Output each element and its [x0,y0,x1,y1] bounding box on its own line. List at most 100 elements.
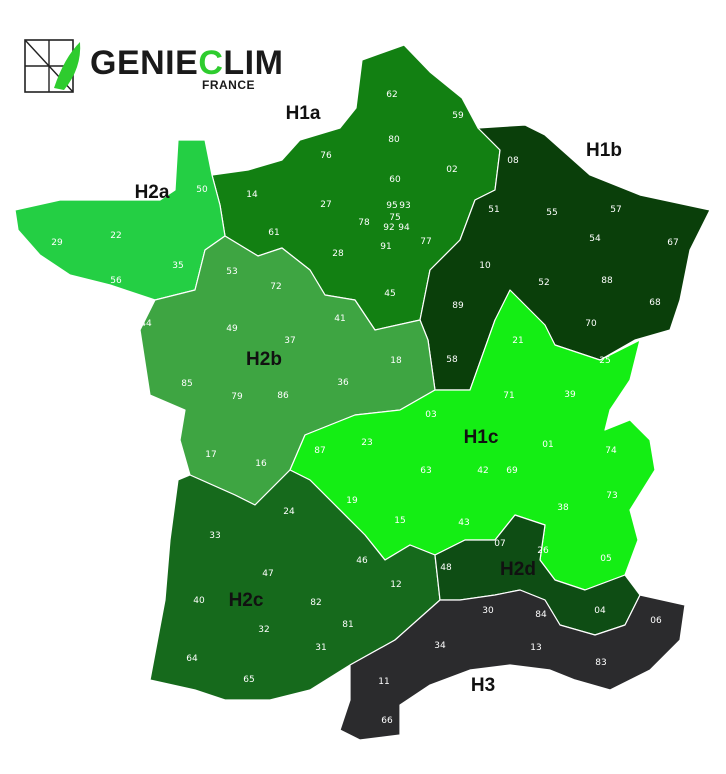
zone-h2c-region [149,469,441,701]
department-label-70: 70 [585,319,597,329]
department-label-68: 68 [649,298,661,308]
department-label-78: 78 [358,218,370,228]
department-label-93: 93 [399,201,410,211]
brand-country: FRANCE [202,78,255,92]
department-label-03: 03 [425,410,436,420]
zone-label-h2b: H2b [246,349,282,370]
department-label-45: 45 [384,289,395,299]
department-label-82: 82 [310,598,321,608]
department-label-94: 94 [398,223,410,233]
department-label-80: 80 [388,135,400,145]
department-label-39: 39 [564,390,576,400]
department-label-52: 52 [538,278,549,288]
department-label-50: 50 [196,185,208,195]
department-label-60: 60 [389,175,401,185]
department-label-69: 69 [506,466,518,476]
department-label-23: 23 [361,438,372,448]
department-label-51: 51 [488,205,499,215]
department-label-31: 31 [315,643,326,653]
department-label-55: 55 [546,208,557,218]
department-label-53: 53 [226,267,237,277]
department-label-85: 85 [181,379,192,389]
department-label-30: 30 [482,606,494,616]
zone-label-h1a: H1a [286,103,321,124]
department-label-67: 67 [667,238,678,248]
department-label-88: 88 [601,276,613,286]
department-label-61: 61 [268,228,279,238]
department-label-07: 07 [494,539,505,549]
logo-mark-icon [24,39,81,93]
department-label-42: 42 [477,466,488,476]
department-label-34: 34 [434,641,446,651]
department-label-58: 58 [446,355,458,365]
brand-suffix: LIM [223,44,284,82]
department-label-16: 16 [255,459,267,469]
department-label-01: 01 [542,440,553,450]
department-label-05: 05 [600,554,611,564]
department-label-91: 91 [380,242,391,252]
department-label-46: 46 [356,556,368,566]
department-label-25: 25 [599,356,610,366]
department-label-37: 37 [284,336,295,346]
department-numbers: 62 59 80 76 02 60 14 27 95 78 75 93 92 94 91 77 28 61 45 50… [51,90,678,726]
department-label-83: 83 [595,658,606,668]
zone-regions [14,44,711,741]
department-label-57: 57 [610,205,621,215]
department-label-95: 95 [386,201,397,211]
department-label-11: 11 [378,677,389,687]
department-label-02: 02 [446,165,457,175]
department-label-21: 21 [512,336,523,346]
department-label-26: 26 [537,546,549,556]
brand-name: GENIECLIM [90,46,283,80]
department-label-71: 71 [503,391,514,401]
department-label-77: 77 [420,237,431,247]
department-label-63: 63 [420,466,431,476]
department-label-14: 14 [246,190,258,200]
department-label-92: 92 [383,223,394,233]
department-label-38: 38 [557,503,569,513]
zone-label-h2a: H2a [135,182,170,203]
zone-label-h1b: H1b [586,140,622,161]
department-label-89: 89 [452,301,464,311]
zone-label-h2d: H2d [500,559,536,580]
department-label-27: 27 [320,200,331,210]
department-label-47: 47 [262,569,273,579]
department-label-04: 04 [594,606,606,616]
department-label-19: 19 [346,496,358,506]
department-label-73: 73 [606,491,617,501]
department-label-10: 10 [479,261,491,271]
department-label-86: 86 [277,391,289,401]
department-label-06: 06 [650,616,662,626]
department-label-18: 18 [390,356,402,366]
department-label-40: 40 [193,596,205,606]
department-label-28: 28 [332,249,344,259]
department-label-64: 64 [186,654,198,664]
department-label-41: 41 [334,314,345,324]
department-label-33: 33 [209,531,220,541]
department-label-17: 17 [205,450,216,460]
department-label-76: 76 [320,151,332,161]
zone-labels: H1a H1b H1c H2a H2b H2c H2d H3 [135,103,622,696]
brand-accent: C [198,44,224,82]
department-label-84: 84 [535,610,547,620]
department-label-12: 12 [390,580,401,590]
zone-h3-region [339,589,686,741]
department-label-13: 13 [530,643,541,653]
department-label-29: 29 [51,238,63,248]
department-label-87: 87 [314,446,325,456]
department-label-48: 48 [440,563,452,573]
department-label-81: 81 [342,620,353,630]
department-label-22: 22 [110,231,121,241]
zone-label-h2c: H2c [229,590,264,611]
department-label-08: 08 [507,156,519,166]
department-label-62: 62 [386,90,397,100]
department-label-15: 15 [394,516,405,526]
department-label-56: 56 [110,276,122,286]
department-label-79: 79 [231,392,243,402]
department-label-54: 54 [589,234,601,244]
department-label-49: 49 [226,324,238,334]
department-label-32: 32 [258,625,269,635]
department-label-35: 35 [172,261,183,271]
department-label-59: 59 [452,111,464,121]
